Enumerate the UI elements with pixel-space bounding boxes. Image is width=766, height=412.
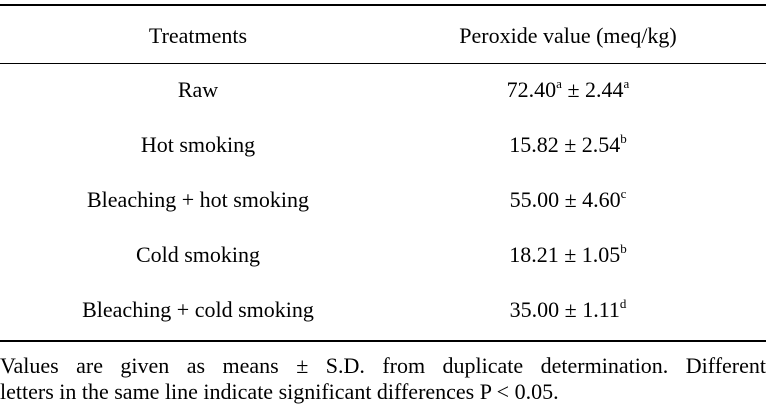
- treatment-cell: Hot smoking: [140, 132, 256, 157]
- treatment-cell: Bleaching + cold smoking: [82, 297, 314, 322]
- bottom-rule: [0, 340, 766, 342]
- sd: 1.05: [581, 242, 621, 267]
- significance-letter: b: [620, 241, 627, 256]
- mean: 18.21: [509, 242, 559, 267]
- footnote-line: Values are given as means ± S.D. from du…: [0, 353, 766, 378]
- plus-minus: ±: [564, 297, 577, 322]
- treatment-cell: Bleaching + hot smoking: [87, 187, 309, 212]
- plus-minus: ±: [567, 77, 580, 102]
- sd: 4.60: [582, 187, 621, 212]
- mean: 35.00: [509, 297, 560, 322]
- value-cell: 18.21 ± 1.05b: [378, 242, 758, 268]
- sd: 2.54: [581, 132, 621, 157]
- treatment-cell: Raw: [177, 77, 219, 102]
- plus-minus: ±: [564, 187, 577, 212]
- plus-minus: ±: [564, 132, 577, 157]
- header-rule: [0, 63, 766, 64]
- mean: 72.40: [506, 77, 557, 102]
- significance-letter: a: [556, 76, 562, 91]
- value-cell: 72.40a ± 2.44a: [378, 77, 758, 103]
- header-cell: Treatments: [148, 23, 248, 48]
- top-rule: [0, 4, 766, 6]
- value-cell: 15.82 ± 2.54b: [378, 132, 758, 158]
- treatment-cell: Cold smoking: [135, 242, 261, 267]
- sd: 2.44: [585, 77, 624, 102]
- value-cell: 55.00 ± 4.60c: [378, 187, 758, 213]
- mean: 15.82: [509, 132, 559, 157]
- significance-letter: c: [620, 186, 627, 201]
- sd: 1.11: [582, 297, 620, 322]
- significance-letter: d: [619, 296, 627, 311]
- significance-letter: b: [620, 131, 627, 146]
- plus-minus: ±: [564, 242, 577, 267]
- header-cell: Peroxide value (meq/kg): [459, 23, 677, 48]
- significance-letter: a: [623, 76, 630, 91]
- mean: 55.00: [509, 187, 560, 212]
- footnote-line: letters in the same line indicate signif…: [0, 379, 559, 404]
- value-cell: 35.00 ± 1.11d: [378, 297, 758, 323]
